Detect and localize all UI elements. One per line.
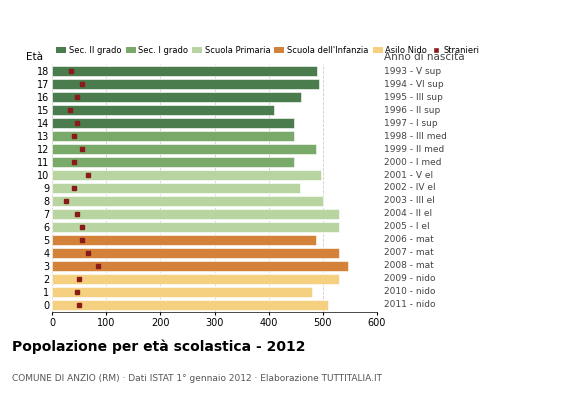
Text: 1998 - III med: 1998 - III med: [384, 132, 447, 140]
Bar: [52, 105, 274, 116]
Text: 2008 - mat: 2008 - mat: [384, 262, 434, 270]
Text: 1999 - II med: 1999 - II med: [384, 144, 444, 154]
Legend: Sec. II grado, Sec. I grado, Scuola Primaria, Scuola dell'Infanzia, Asilo Nido, : Sec. II grado, Sec. I grado, Scuola Prim…: [56, 46, 480, 55]
Text: 2006 - mat: 2006 - mat: [384, 236, 434, 244]
Bar: [52, 157, 294, 167]
Text: 2003 - III el: 2003 - III el: [384, 196, 435, 206]
Text: 2002 - IV el: 2002 - IV el: [384, 184, 436, 192]
Bar: [52, 144, 316, 154]
Bar: [52, 131, 294, 141]
Text: 1995 - III sup: 1995 - III sup: [384, 93, 443, 102]
Bar: [52, 66, 317, 76]
Text: 2011 - nido: 2011 - nido: [384, 300, 436, 309]
Text: COMUNE DI ANZIO (RM) · Dati ISTAT 1° gennaio 2012 · Elaborazione TUTTITALIA.IT: COMUNE DI ANZIO (RM) · Dati ISTAT 1° gen…: [12, 374, 382, 383]
Bar: [52, 196, 323, 206]
Bar: [52, 183, 300, 193]
Text: 2005 - I el: 2005 - I el: [384, 222, 430, 232]
Bar: [52, 118, 294, 128]
Text: 2001 - V el: 2001 - V el: [384, 170, 433, 180]
Bar: [52, 235, 316, 245]
Bar: [52, 248, 339, 258]
Bar: [52, 209, 339, 219]
Text: 2009 - nido: 2009 - nido: [384, 274, 436, 283]
Text: 2007 - mat: 2007 - mat: [384, 248, 434, 258]
Text: 1997 - I sup: 1997 - I sup: [384, 118, 437, 128]
Text: 1996 - II sup: 1996 - II sup: [384, 106, 440, 114]
Text: Popolazione per età scolastica - 2012: Popolazione per età scolastica - 2012: [12, 340, 305, 354]
Text: 2000 - I med: 2000 - I med: [384, 158, 441, 166]
Bar: [52, 170, 321, 180]
Bar: [52, 222, 339, 232]
Text: Età: Età: [26, 52, 44, 62]
Text: 1993 - V sup: 1993 - V sup: [384, 67, 441, 76]
Bar: [52, 92, 301, 102]
Text: Anno di nascita: Anno di nascita: [384, 52, 465, 62]
Bar: [52, 79, 319, 90]
Text: 2004 - II el: 2004 - II el: [384, 210, 432, 218]
Bar: [52, 274, 339, 284]
Bar: [52, 260, 349, 271]
Bar: [52, 286, 312, 297]
Text: 2010 - nido: 2010 - nido: [384, 287, 436, 296]
Text: 1994 - VI sup: 1994 - VI sup: [384, 80, 444, 89]
Bar: [52, 300, 328, 310]
